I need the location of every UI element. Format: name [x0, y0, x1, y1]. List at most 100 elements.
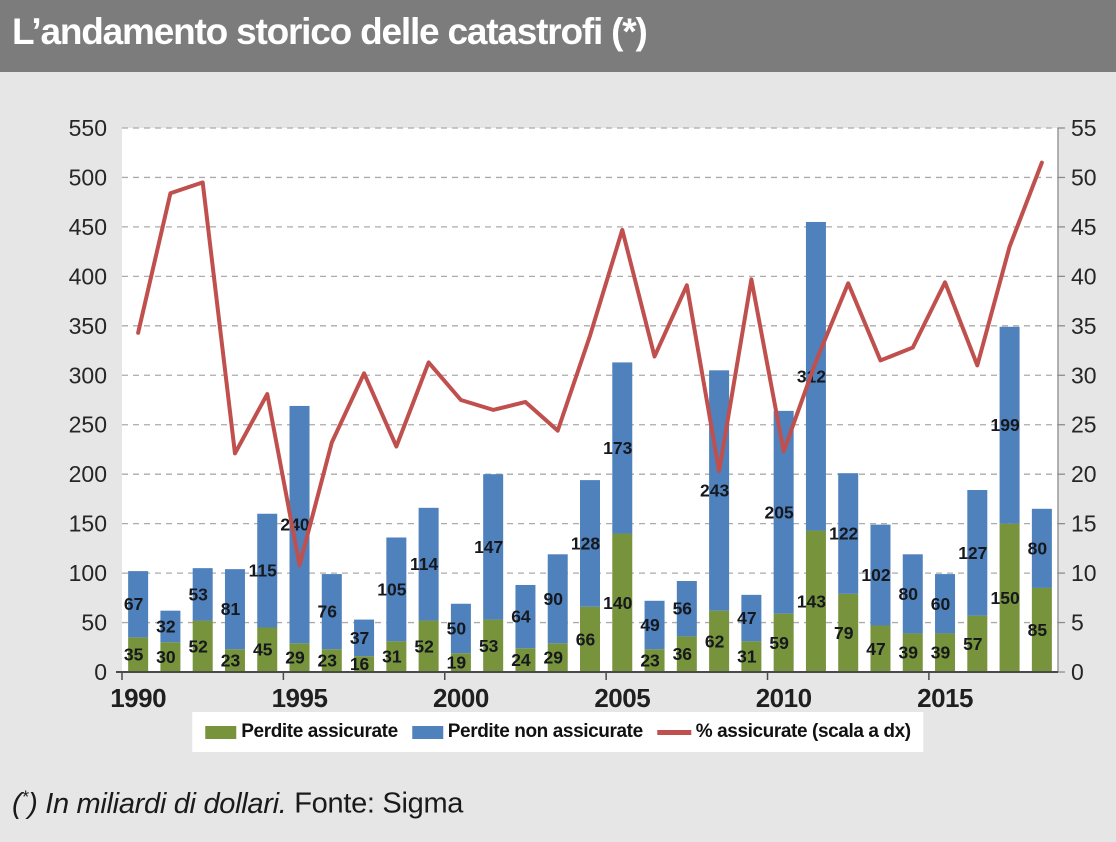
- label-2010-insured: 59: [769, 633, 789, 653]
- label-1992-uninsured: 53: [188, 584, 208, 604]
- bar-2001-insured: [483, 619, 504, 672]
- page-title: L’andamento storico delle catastrofi (*): [12, 11, 648, 52]
- y-left-tick-500: 500: [69, 164, 107, 190]
- y-right-tick-30: 30: [1071, 362, 1097, 388]
- label-2009-uninsured: 47: [737, 608, 756, 628]
- y-right-tick-20: 20: [1071, 461, 1097, 487]
- y-left-tick-350: 350: [69, 313, 107, 339]
- label-1991-insured: 30: [156, 647, 176, 667]
- footnote-text: In miliardi di dollari.: [45, 787, 287, 820]
- x-axis: 1990 1995 2000 2005 2010 2015: [110, 671, 1058, 713]
- bar-1993-uninsured: [224, 569, 245, 650]
- bar-2001-uninsured: [483, 474, 504, 620]
- bar-2018-insured: [1031, 587, 1052, 672]
- bar-2007-insured: [676, 636, 697, 672]
- bar-2006-uninsured: [644, 600, 665, 650]
- bar-1997-uninsured: [354, 619, 375, 657]
- bar-2000-insured: [450, 653, 471, 672]
- y-left-tick-250: 250: [69, 412, 107, 438]
- y-left-tick-50: 50: [81, 610, 107, 636]
- label-2016-insured: 57: [963, 634, 982, 654]
- bar-2017-insured: [999, 523, 1020, 672]
- legend-label-insured: Perdite assicurate: [241, 721, 398, 742]
- footnote-open: (: [12, 787, 22, 820]
- bar-2004-uninsured: [580, 480, 600, 607]
- bar-2010-insured: [773, 613, 794, 672]
- label-2018-insured: 85: [1028, 620, 1048, 640]
- bar-2005-uninsured: [612, 362, 633, 534]
- label-1991-uninsured: 32: [156, 617, 176, 637]
- y-left-tick-150: 150: [69, 511, 107, 537]
- label-2016-uninsured: 127: [958, 543, 987, 563]
- label-2015-insured: 39: [931, 643, 951, 663]
- bar-1996-insured: [321, 649, 342, 672]
- bars-uninsured: [128, 221, 1052, 657]
- label-2003-uninsured: 90: [543, 589, 563, 609]
- bar-1994-insured: [257, 627, 278, 672]
- bar-2010-uninsured: [773, 410, 794, 614]
- y-left-tick-550: 550: [69, 115, 107, 141]
- label-2007-insured: 36: [673, 644, 693, 664]
- bar-1990-uninsured: [128, 571, 149, 638]
- y-right-tick-25: 25: [1071, 412, 1097, 438]
- bar-1990-insured: [128, 637, 149, 672]
- bar-1991-uninsured: [160, 610, 181, 643]
- bar-2014-uninsured: [902, 554, 923, 634]
- bar-2017-uninsured: [999, 326, 1020, 524]
- y-left-tick-100: 100: [69, 560, 107, 586]
- legend-item-uninsured: Perdite non assicurate: [411, 721, 643, 743]
- label-2014-insured: 39: [899, 643, 919, 663]
- label-2012-uninsured: 122: [829, 524, 858, 544]
- bar-2014-insured: [902, 633, 923, 672]
- label-2006-insured: 23: [640, 651, 660, 671]
- label-2014-uninsured: 80: [899, 584, 919, 604]
- bar-1992-insured: [192, 620, 213, 672]
- label-2009-insured: 31: [737, 647, 757, 667]
- label-2008-insured: 62: [705, 631, 725, 651]
- label-2006-uninsured: 49: [640, 615, 660, 635]
- bar-1992-uninsured: [192, 568, 213, 621]
- label-2000-uninsured: 50: [447, 618, 467, 638]
- x-axis-label-2010: 2010: [756, 683, 812, 713]
- bar-1998-uninsured: [386, 537, 407, 642]
- bar-2009-insured: [741, 641, 762, 672]
- label-2003-insured: 29: [543, 648, 563, 668]
- y-left-tick-400: 400: [69, 263, 107, 289]
- bar-2012-uninsured: [838, 473, 859, 594]
- label-1999-uninsured: 114: [410, 554, 438, 574]
- y-right-tick-5: 5: [1071, 610, 1084, 636]
- label-1999-insured: 52: [414, 636, 434, 656]
- label-2017-insured: 150: [990, 588, 1019, 608]
- y-right-tick-0: 0: [1071, 659, 1084, 685]
- bar-1991-insured: [160, 642, 181, 672]
- label-2004-insured: 66: [576, 629, 596, 649]
- header-bar: L’andamento storico delle catastrofi (*): [0, 0, 1116, 72]
- bar-2011-insured: [805, 530, 826, 672]
- label-2012-insured: 79: [834, 623, 854, 643]
- legend-swatch-percent-line: [656, 729, 691, 735]
- bar-2009-uninsured: [741, 594, 762, 642]
- y-right-tick-15: 15: [1071, 511, 1097, 537]
- bars-insured: [128, 523, 1052, 672]
- bar-2008-insured: [709, 610, 730, 672]
- chart-legend: Perdite assicurate Perdite non assicurat…: [192, 712, 924, 752]
- footnote-close: ): [28, 787, 38, 820]
- y-right-tick-10: 10: [1071, 560, 1097, 586]
- label-1996-uninsured: 76: [318, 602, 338, 622]
- bar-1996-uninsured: [321, 574, 342, 650]
- label-2008-uninsured: 243: [700, 481, 729, 501]
- label-2004-uninsured: 128: [571, 533, 600, 553]
- label-2013-insured: 47: [866, 639, 885, 659]
- label-1995-insured: 29: [285, 648, 305, 668]
- label-2017-uninsured: 199: [990, 415, 1019, 435]
- x-axis-label-1990: 1990: [110, 683, 166, 713]
- label-1997-uninsured: 37: [350, 628, 369, 648]
- legend-item-insured: Perdite assicurate: [205, 721, 398, 743]
- label-1996-insured: 23: [318, 651, 338, 671]
- bar-2013-uninsured: [870, 524, 891, 626]
- label-2001-insured: 53: [479, 636, 499, 656]
- bar-2003-uninsured: [547, 554, 568, 644]
- label-1994-insured: 45: [253, 640, 273, 660]
- bar-2016-insured: [967, 615, 988, 672]
- bar-2006-insured: [644, 649, 665, 672]
